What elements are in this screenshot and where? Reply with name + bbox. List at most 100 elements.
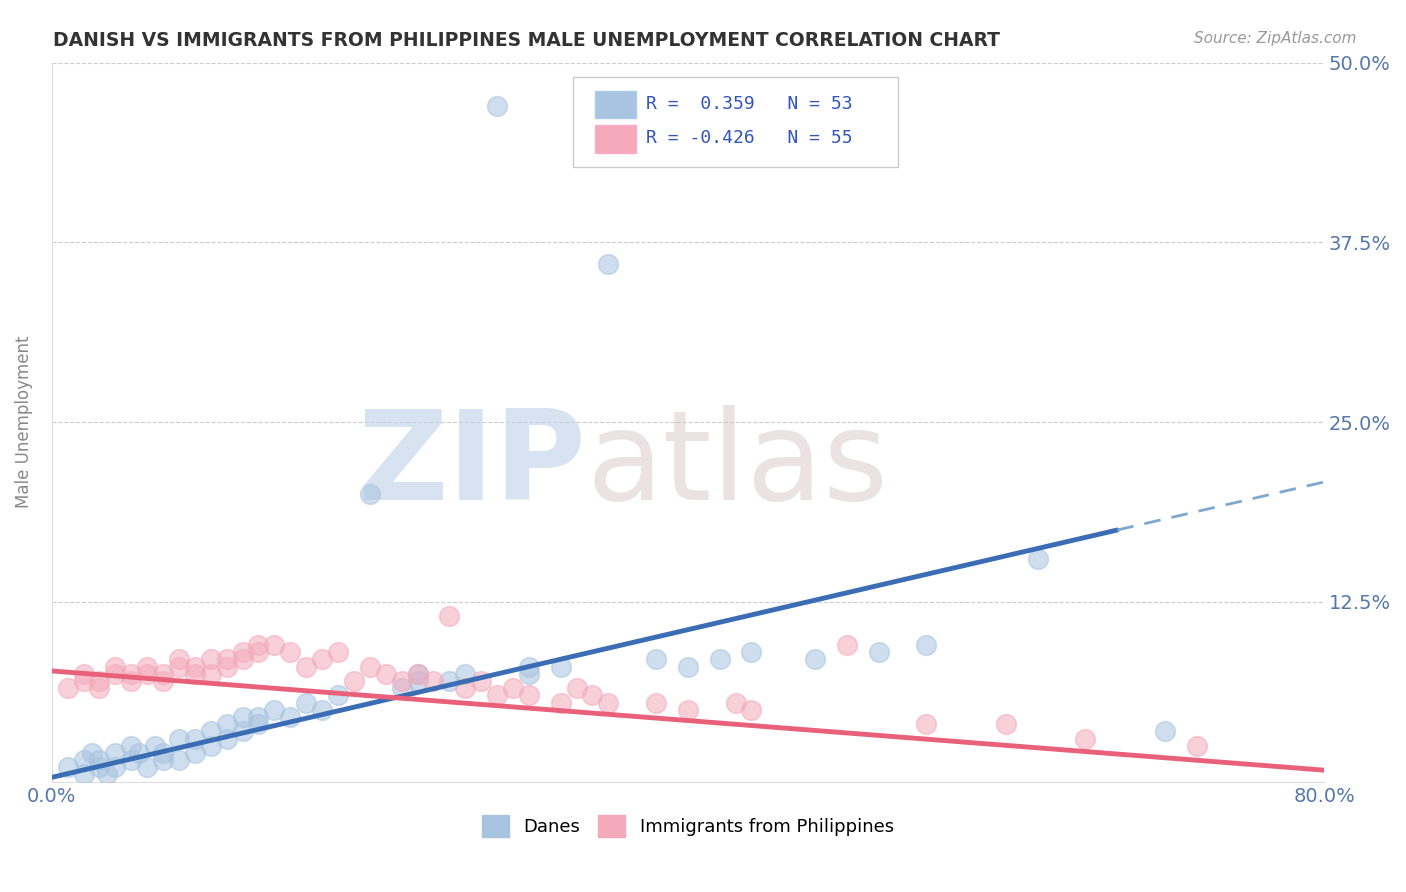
Legend: Danes, Immigrants from Philippines: Danes, Immigrants from Philippines: [475, 808, 901, 845]
Point: [104, 760, 127, 774]
FancyBboxPatch shape: [595, 125, 636, 153]
Point: [439, 609, 461, 624]
Point: [598, 257, 620, 271]
Point: [184, 666, 207, 681]
Point: [104, 659, 127, 673]
Point: [232, 645, 254, 659]
Point: [676, 659, 699, 673]
Point: [598, 696, 620, 710]
Point: [676, 703, 699, 717]
Point: [184, 731, 207, 746]
Point: [391, 673, 413, 688]
Point: [80, 746, 103, 760]
Point: [295, 659, 318, 673]
Point: [152, 746, 174, 760]
Point: [550, 659, 572, 673]
Text: R = -0.426   N = 55: R = -0.426 N = 55: [645, 129, 852, 147]
Point: [581, 689, 603, 703]
Point: [263, 703, 285, 717]
Point: [247, 717, 270, 731]
Point: [232, 724, 254, 739]
Point: [89, 673, 111, 688]
Point: [359, 487, 381, 501]
Point: [136, 666, 159, 681]
Point: [406, 666, 429, 681]
Point: [326, 645, 349, 659]
Point: [120, 673, 142, 688]
Point: [278, 710, 301, 724]
Point: [550, 696, 572, 710]
Point: [167, 753, 190, 767]
Point: [56, 760, 79, 774]
Point: [167, 659, 190, 673]
Point: [804, 652, 827, 666]
Point: [72, 666, 94, 681]
Point: [104, 666, 127, 681]
Point: [645, 652, 668, 666]
Point: [422, 673, 444, 688]
Point: [1185, 739, 1208, 753]
Text: atlas: atlas: [586, 405, 889, 525]
Point: [120, 739, 142, 753]
Point: [311, 703, 333, 717]
Point: [152, 666, 174, 681]
Point: [143, 739, 166, 753]
Point: [56, 681, 79, 696]
Point: [406, 673, 429, 688]
Point: [374, 666, 396, 681]
Point: [72, 673, 94, 688]
Point: [295, 696, 318, 710]
Point: [232, 710, 254, 724]
Point: [200, 652, 222, 666]
Point: [517, 666, 540, 681]
Point: [104, 746, 127, 760]
Point: [868, 645, 890, 659]
Point: [136, 760, 159, 774]
Point: [200, 666, 222, 681]
Point: [136, 659, 159, 673]
FancyBboxPatch shape: [574, 77, 898, 167]
Point: [994, 717, 1017, 731]
Y-axis label: Male Unemployment: Male Unemployment: [15, 336, 32, 508]
Point: [247, 710, 270, 724]
Point: [89, 681, 111, 696]
Point: [454, 666, 477, 681]
Point: [502, 681, 524, 696]
Point: [740, 703, 762, 717]
Point: [1074, 731, 1097, 746]
Point: [200, 739, 222, 753]
Point: [454, 681, 477, 696]
Point: [215, 731, 238, 746]
Point: [359, 659, 381, 673]
Text: R =  0.359   N = 53: R = 0.359 N = 53: [645, 95, 852, 112]
Point: [486, 689, 509, 703]
Point: [311, 652, 333, 666]
Point: [200, 724, 222, 739]
Point: [215, 717, 238, 731]
Point: [565, 681, 588, 696]
FancyBboxPatch shape: [595, 91, 636, 118]
Point: [1154, 724, 1177, 739]
Point: [486, 99, 509, 113]
Point: [724, 696, 747, 710]
Point: [406, 666, 429, 681]
Point: [89, 753, 111, 767]
Point: [232, 652, 254, 666]
Point: [152, 753, 174, 767]
Point: [517, 689, 540, 703]
Point: [740, 645, 762, 659]
Point: [391, 681, 413, 696]
Point: [470, 673, 492, 688]
Text: DANISH VS IMMIGRANTS FROM PHILIPPINES MALE UNEMPLOYMENT CORRELATION CHART: DANISH VS IMMIGRANTS FROM PHILIPPINES MA…: [53, 31, 1001, 50]
Point: [167, 731, 190, 746]
Point: [517, 659, 540, 673]
Point: [120, 666, 142, 681]
Point: [89, 760, 111, 774]
Point: [645, 696, 668, 710]
Point: [184, 659, 207, 673]
Point: [215, 659, 238, 673]
Point: [128, 746, 150, 760]
Point: [72, 767, 94, 781]
Point: [278, 645, 301, 659]
Point: [835, 638, 858, 652]
